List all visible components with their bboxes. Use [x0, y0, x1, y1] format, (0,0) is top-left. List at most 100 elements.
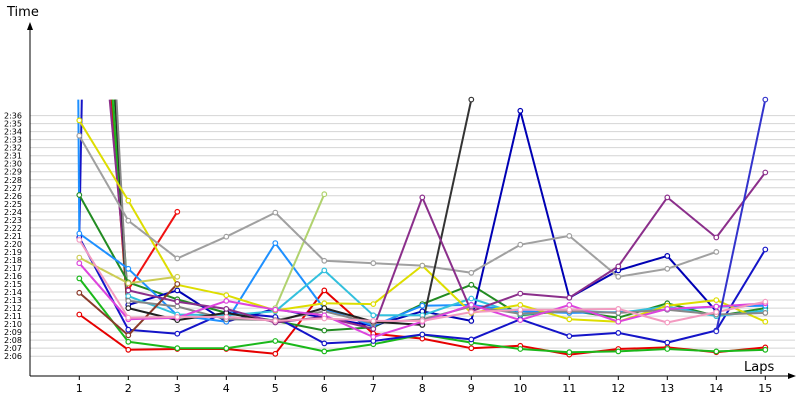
- series-line-10: [274, 193, 326, 309]
- point-s8-lap2: [125, 197, 132, 204]
- point-s0-lap2: [125, 346, 132, 353]
- point-s17-lap7: [370, 334, 377, 340]
- point-s5-lap9: [468, 318, 475, 324]
- y-tick-label-11: 2:17: [4, 264, 22, 273]
- point-s8-lap15: [762, 318, 769, 325]
- point-s4-lap2: [125, 326, 132, 333]
- point-s13-lap3: [174, 281, 181, 287]
- point-s2-lap4: [223, 345, 230, 352]
- point-s8-lap7: [370, 301, 377, 308]
- point-s12-lap6: [321, 257, 328, 264]
- point-s8-lap10: [517, 302, 524, 308]
- point-s4-lap13: [664, 339, 671, 346]
- point-s11-lap15: [762, 310, 769, 316]
- point-s3-lap1: [76, 192, 83, 198]
- point-s18-lap8: [419, 318, 426, 324]
- y-tick-label-7: 2:13: [4, 296, 22, 305]
- point-s11-lap3: [174, 303, 181, 310]
- point-s18-lap12: [615, 306, 622, 312]
- y-tick-label-27: 2:33: [4, 136, 22, 145]
- point-s19-lap15: [762, 96, 769, 103]
- point-s12-lap2: [125, 217, 132, 224]
- point-s2-lap6: [321, 348, 328, 355]
- point-s8-lap11: [566, 316, 573, 323]
- point-s17-lap14: [713, 303, 720, 310]
- x-tick-label-13: 14: [709, 382, 723, 395]
- point-s5-lap3: [174, 287, 181, 294]
- series-line-15: [421, 99, 473, 326]
- point-s4-lap15: [762, 246, 769, 253]
- y-tick-label-10: 2:16: [4, 272, 22, 281]
- x-axis-title: Laps: [744, 360, 774, 375]
- y-tick-label-0: 2:06: [4, 352, 22, 361]
- point-s8-lap1: [76, 117, 83, 124]
- point-s18-lap3: [174, 314, 181, 320]
- point-s16-lap12: [615, 263, 622, 270]
- x-tick-labels: 1 2 3 4 5 6 7 8 9 10 11 12 13 14 15: [76, 376, 772, 395]
- point-s8-lap4: [223, 292, 230, 299]
- y-tick-label-13: 2:19: [4, 248, 22, 257]
- y-axis-arrow: [27, 22, 33, 30]
- point-s3-lap6: [321, 327, 328, 334]
- point-s12-lap5: [272, 209, 279, 216]
- point-s3-lap9: [468, 281, 475, 288]
- point-s18-lap7: [370, 318, 377, 324]
- y-axis-title: Time: [6, 5, 39, 20]
- y-tick-label-17: 2:23: [4, 216, 22, 225]
- y-tick-label-9: 2:15: [4, 280, 22, 289]
- point-s17-lap11: [566, 302, 573, 308]
- x-tick-label-14: 15: [758, 382, 772, 395]
- y-tick-label-23: 2:29: [4, 168, 22, 177]
- point-s16-lap11: [566, 294, 573, 301]
- point-s14-lap6: [321, 305, 328, 312]
- y-tick-label-26: 2:32: [4, 144, 22, 153]
- point-s9-lap3: [174, 273, 181, 280]
- point-s17-lap5: [272, 306, 279, 313]
- y-tick-label-20: 2:26: [4, 192, 22, 201]
- point-s12-lap11: [566, 232, 573, 239]
- y-tick-label-18: 2:24: [4, 208, 22, 217]
- point-s4-lap8: [419, 331, 426, 338]
- point-s7-lap9: [468, 295, 475, 302]
- point-s0-lap1: [76, 311, 83, 318]
- point-s0-lap9: [468, 345, 475, 352]
- y-tick-label-4: 2:10: [4, 320, 22, 329]
- y-tick-label-22: 2:28: [4, 176, 22, 185]
- point-s11-lap2: [125, 298, 132, 304]
- point-s18-lap13: [664, 319, 671, 326]
- point-s12-lap14: [713, 248, 720, 255]
- point-s8-lap6: [321, 300, 328, 307]
- point-s17-lap1: [76, 260, 83, 267]
- point-s16-lap10: [517, 290, 524, 297]
- point-s2-lap15: [762, 346, 769, 353]
- y-tick-label-12: 2:18: [4, 256, 22, 265]
- point-s2-lap13: [664, 346, 671, 352]
- point-s4-lap6: [321, 340, 328, 347]
- point-s17-lap9: [468, 302, 475, 308]
- point-s17-lap4: [223, 298, 230, 304]
- point-s18-lap15: [762, 298, 769, 305]
- point-s16-lap3: [174, 298, 181, 305]
- point-s7-lap7: [370, 312, 377, 319]
- point-s18-lap9: [468, 309, 475, 316]
- point-s2-lap14: [713, 348, 720, 355]
- point-s15-lap9: [468, 96, 475, 103]
- point-s4-lap12: [615, 330, 622, 336]
- point-s0-lap5: [272, 350, 279, 357]
- point-s18-lap6: [321, 315, 328, 322]
- series-line-8: [78, 119, 766, 323]
- x-tick-label-6: 7: [370, 382, 377, 395]
- y-tick-label-2: 2:08: [4, 336, 22, 345]
- y-tick-label-25: 2:31: [4, 152, 22, 161]
- x-axis-arrow: [788, 373, 796, 379]
- point-s16-lap2: [125, 287, 132, 294]
- point-s12-lap12: [615, 273, 622, 280]
- point-s16-lap8: [419, 194, 426, 201]
- x-tick-label-3: 4: [223, 382, 230, 395]
- point-s12-lap13: [664, 265, 671, 272]
- point-s16-lap7: [370, 326, 377, 332]
- point-s2-lap2: [125, 338, 132, 345]
- x-tick-label-0: 1: [76, 382, 83, 395]
- axes: [27, 22, 796, 379]
